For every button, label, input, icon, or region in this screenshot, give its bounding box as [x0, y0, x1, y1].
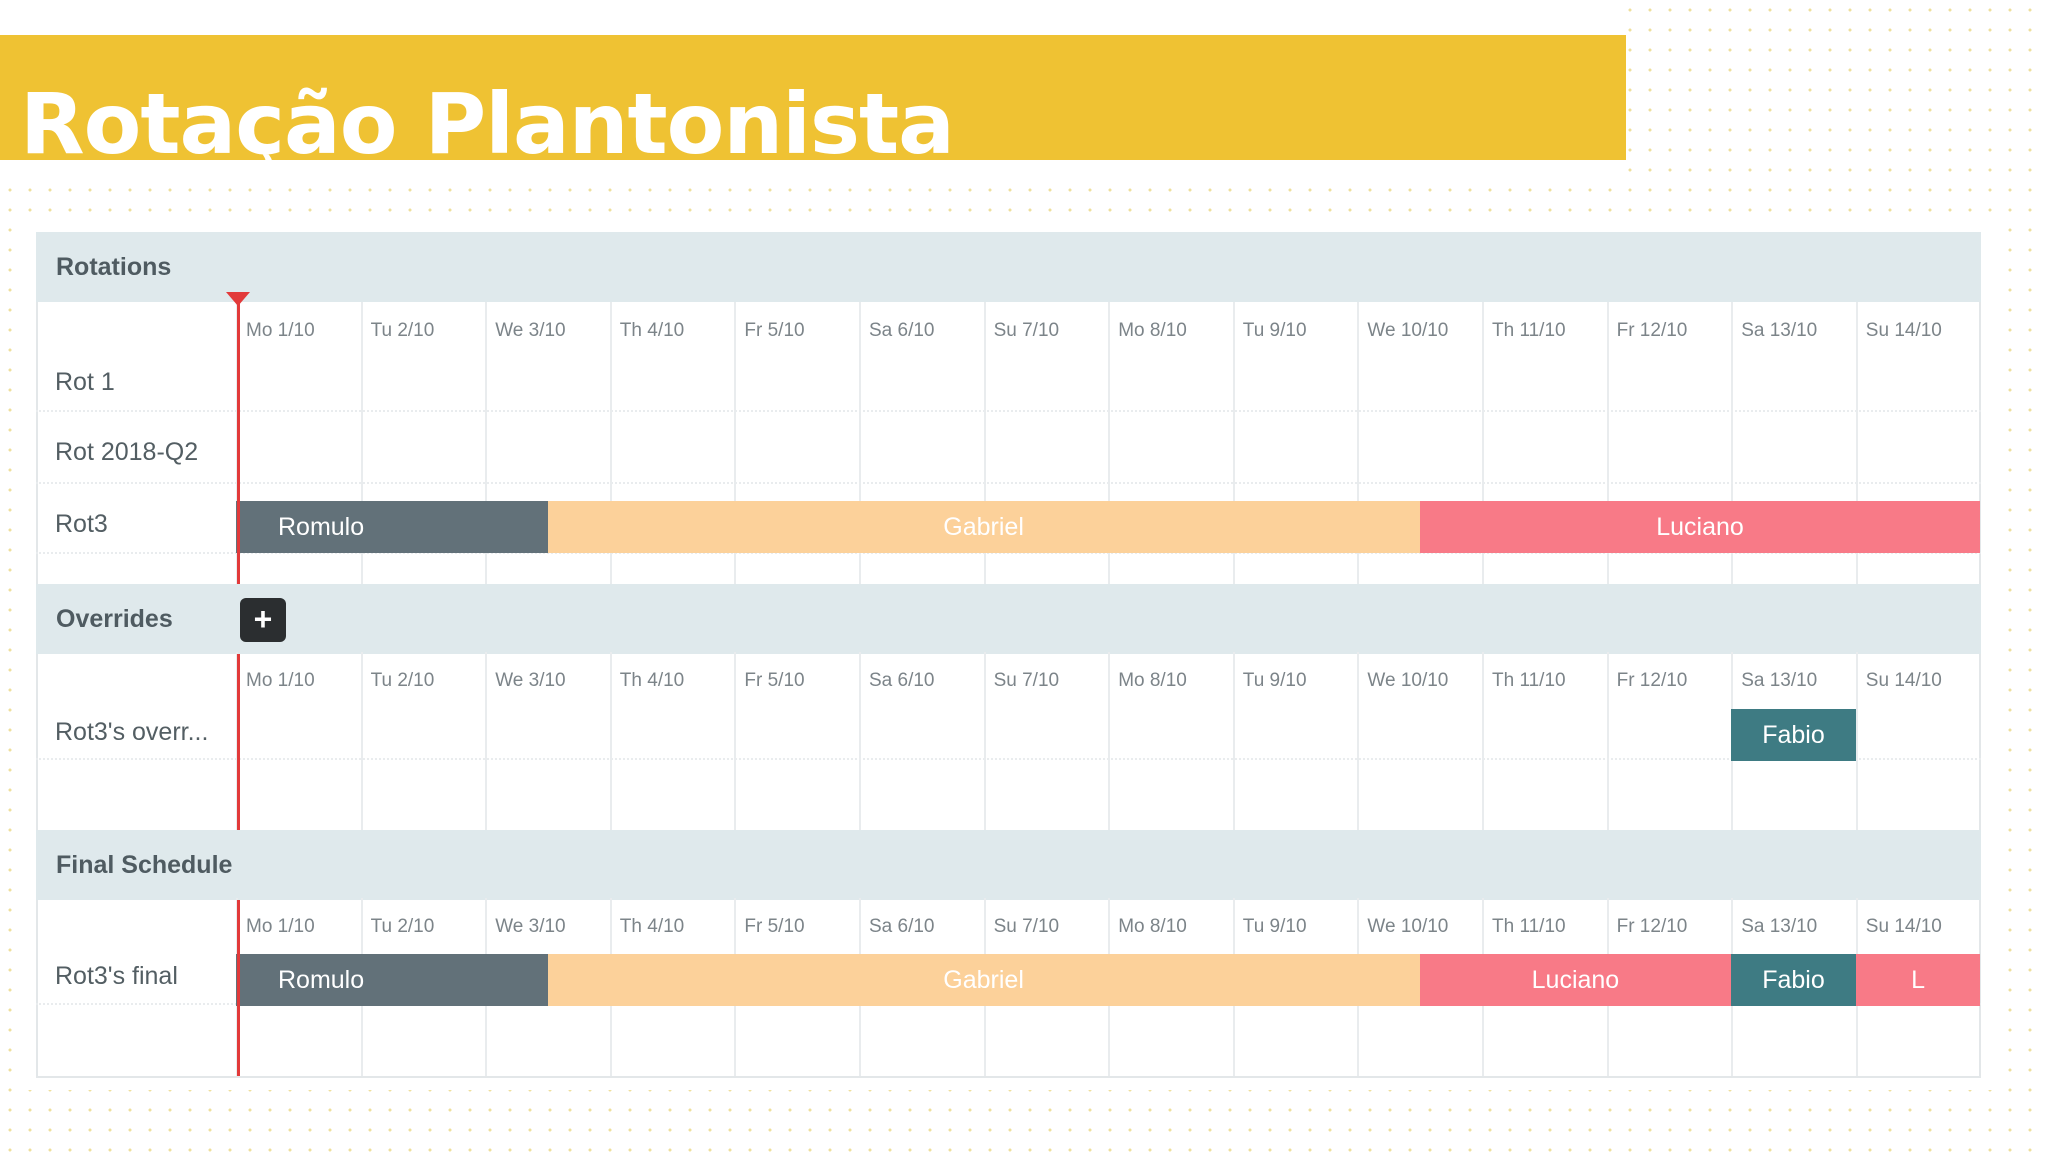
day-header: Su 14/10 — [1865, 670, 1942, 691]
day-header: We 3/10 — [495, 916, 566, 937]
day-header: Fr 5/10 — [744, 916, 805, 937]
day-header: We 10/10 — [1367, 916, 1449, 937]
schedule-panel — [36, 232, 1981, 1078]
shift-bar-l[interactable]: L — [1855, 954, 1981, 1006]
shift-bar-romulo[interactable]: Romulo — [236, 501, 548, 553]
shift-bar-gabriel[interactable]: Gabriel — [547, 954, 1420, 1006]
day-column — [859, 302, 984, 584]
day-header: Mo 8/10 — [1118, 670, 1187, 691]
day-column — [1855, 652, 1981, 830]
now-line — [237, 900, 240, 1076]
day-header: Tu 2/10 — [370, 916, 435, 937]
day-header: Sa 13/10 — [1741, 916, 1818, 937]
shift-bar-fabio[interactable]: Fabio — [1731, 709, 1856, 761]
override-row-rot3[interactable]: Rot3's overr... — [55, 718, 209, 746]
day-header: Sa 6/10 — [869, 916, 935, 937]
day-header: Su 7/10 — [993, 916, 1060, 937]
day-column — [1357, 652, 1482, 830]
day-column — [734, 302, 859, 584]
day-header: Tu 2/10 — [370, 670, 435, 691]
day-header: Th 11/10 — [1492, 916, 1566, 937]
day-column — [1108, 652, 1233, 830]
rotations-header: Rotations — [36, 232, 1981, 302]
day-header: Mo 1/10 — [246, 670, 315, 691]
shift-bar-gabriel[interactable]: Gabriel — [547, 501, 1420, 553]
shift-bar-luciano[interactable]: Luciano — [1419, 954, 1732, 1006]
day-header: Th 11/10 — [1492, 320, 1566, 341]
day-column — [734, 652, 859, 830]
day-header: Sa 13/10 — [1741, 320, 1818, 341]
row-divider — [36, 552, 1981, 554]
day-column — [1232, 652, 1358, 830]
final-schedule-header: Final Schedule — [36, 830, 1981, 900]
day-header: Sa 13/10 — [1741, 670, 1818, 691]
day-header: Fr 12/10 — [1616, 670, 1688, 691]
day-column — [1855, 302, 1981, 584]
now-line — [237, 298, 240, 584]
add-override-button[interactable]: + — [240, 598, 286, 642]
day-column — [1232, 302, 1358, 584]
rotations-title: Rotations — [56, 253, 172, 281]
day-header: Th 4/10 — [619, 670, 685, 691]
now-line — [237, 654, 240, 830]
day-column — [1606, 302, 1732, 584]
day-header: We 3/10 — [495, 320, 566, 341]
day-header: Fr 5/10 — [744, 320, 805, 341]
day-header: We 10/10 — [1367, 670, 1449, 691]
day-header: Mo 1/10 — [246, 320, 315, 341]
day-header: Fr 12/10 — [1616, 916, 1688, 937]
day-column — [360, 302, 486, 584]
day-column — [1108, 302, 1233, 584]
day-column — [1482, 302, 1607, 584]
overrides-title: Overrides — [56, 605, 173, 633]
day-column — [983, 652, 1109, 830]
row-divider — [36, 758, 1981, 760]
day-header: Tu 9/10 — [1242, 916, 1307, 937]
title-banner: Rotação Plantonista — [0, 35, 1626, 173]
day-column — [609, 302, 735, 584]
day-header: Tu 2/10 — [370, 320, 435, 341]
overrides-header: Overrides — [36, 584, 1981, 654]
rotation-row-rot1[interactable]: Rot 1 — [55, 368, 115, 396]
day-header: Th 4/10 — [619, 916, 685, 937]
day-header: Su 14/10 — [1865, 916, 1942, 937]
day-header: Fr 12/10 — [1616, 320, 1688, 341]
day-header: Mo 1/10 — [246, 916, 315, 937]
day-column — [609, 652, 735, 830]
day-header: We 3/10 — [495, 670, 566, 691]
day-column — [1357, 302, 1482, 584]
rotation-row-rot2018q2[interactable]: Rot 2018-Q2 — [55, 438, 199, 466]
day-header: Tu 9/10 — [1242, 670, 1307, 691]
day-header: Fr 5/10 — [744, 670, 805, 691]
day-header: We 10/10 — [1367, 320, 1449, 341]
row-divider — [36, 482, 1981, 484]
day-header: Su 14/10 — [1865, 320, 1942, 341]
final-schedule-title: Final Schedule — [56, 851, 233, 879]
day-header: Mo 8/10 — [1118, 916, 1187, 937]
day-header: Sa 6/10 — [869, 320, 935, 341]
shift-bar-luciano[interactable]: Luciano — [1419, 501, 1981, 553]
day-column — [859, 652, 984, 830]
day-header: Su 7/10 — [993, 320, 1060, 341]
rotation-row-rot3[interactable]: Rot3 — [55, 510, 108, 538]
day-column — [983, 302, 1109, 584]
day-column — [1606, 652, 1732, 830]
day-column — [360, 652, 486, 830]
day-column — [485, 652, 610, 830]
day-header: Th 11/10 — [1492, 670, 1566, 691]
day-header: Tu 9/10 — [1242, 320, 1307, 341]
day-header: Sa 6/10 — [869, 670, 935, 691]
shift-bar-fabio[interactable]: Fabio — [1731, 954, 1856, 1006]
final-row-rot3[interactable]: Rot3's final — [55, 962, 178, 990]
day-header: Mo 8/10 — [1118, 320, 1187, 341]
shift-bar-romulo[interactable]: Romulo — [236, 954, 548, 1006]
page-title: Rotação Plantonista — [20, 75, 955, 173]
day-column — [1482, 652, 1607, 830]
day-column — [485, 302, 610, 584]
row-divider — [36, 410, 1981, 412]
day-column — [1731, 302, 1856, 584]
day-header: Th 4/10 — [619, 320, 685, 341]
day-header: Su 7/10 — [993, 670, 1060, 691]
